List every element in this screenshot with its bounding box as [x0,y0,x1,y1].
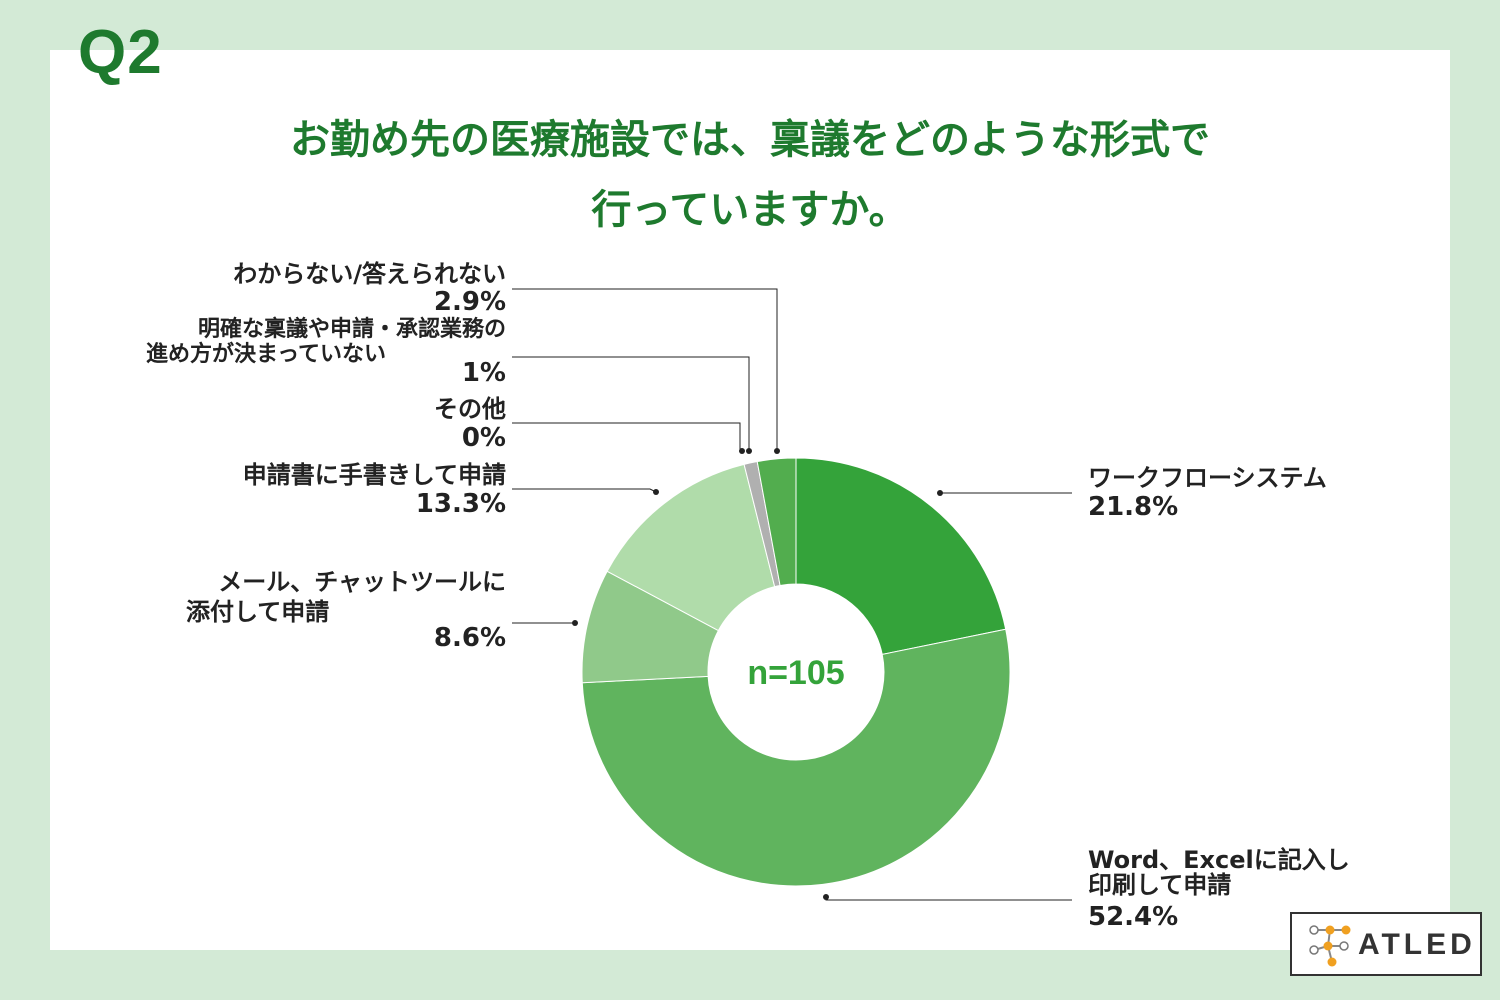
slice-value-5: 1% [462,358,506,388]
sample-size-label: n=105 [747,654,844,692]
leader-line-3 [512,488,657,493]
slice-6 [756,457,797,587]
slice-label-4-line-0: その他 [434,395,506,423]
slice-label-0-line-0: ワークフローシステム [1088,464,1327,492]
atled-logo-text: ATLED [1358,928,1476,961]
leader-line-1 [825,897,1072,901]
slice-label-5-line-0: 明確な稟議や申請・承認業務の [198,316,506,342]
leader-line-6 [512,288,778,451]
slice-value-1: 52.4% [1088,902,1178,932]
slice-label-1-line-1: 印刷して申請 [1088,871,1231,899]
slice-1 [581,628,1011,887]
slice-3 [606,463,776,632]
leader-dot-3 [653,489,659,495]
slice-label-6-line-0: わからない/答えられない [233,260,506,288]
slice-value-3: 13.3% [416,489,506,519]
leader-dot-4 [739,448,745,454]
leader-dot-2 [572,620,578,626]
atled-logo-mark-icon [1309,925,1351,967]
slice-0 [795,457,1007,656]
slice-label-2-line-1: 添付して申請 [186,598,329,626]
slice-value-0: 21.8% [1088,492,1178,522]
leader-dot-5 [746,448,752,454]
slice-label-1-line-0: Word、Excelに記入し [1088,846,1350,874]
slice-value-2: 8.6% [434,623,506,653]
slice-value-6: 2.9% [434,287,506,317]
slice-label-3-line-0: 申請書に手書きして申請 [243,461,506,489]
question-number: Q2 [78,18,163,87]
slice-label-2-line-0: メール、チャットツールに [218,568,506,596]
leader-dot-1 [823,894,829,900]
leader-line-4 [512,422,741,451]
slice-value-4: 0% [462,423,506,453]
slice-label-5-line-1: 進め方が決まっていない [146,341,386,367]
leader-line-5 [512,356,750,451]
leader-dot-0 [937,490,943,496]
chart-title-line1: お勤め先の医療施設では、稟議をどのような形式で [290,117,1210,163]
atled-logo: ATLED [1290,912,1482,976]
chart-title-line2: 行っていますか。 [591,187,909,233]
leader-dot-6 [774,448,780,454]
